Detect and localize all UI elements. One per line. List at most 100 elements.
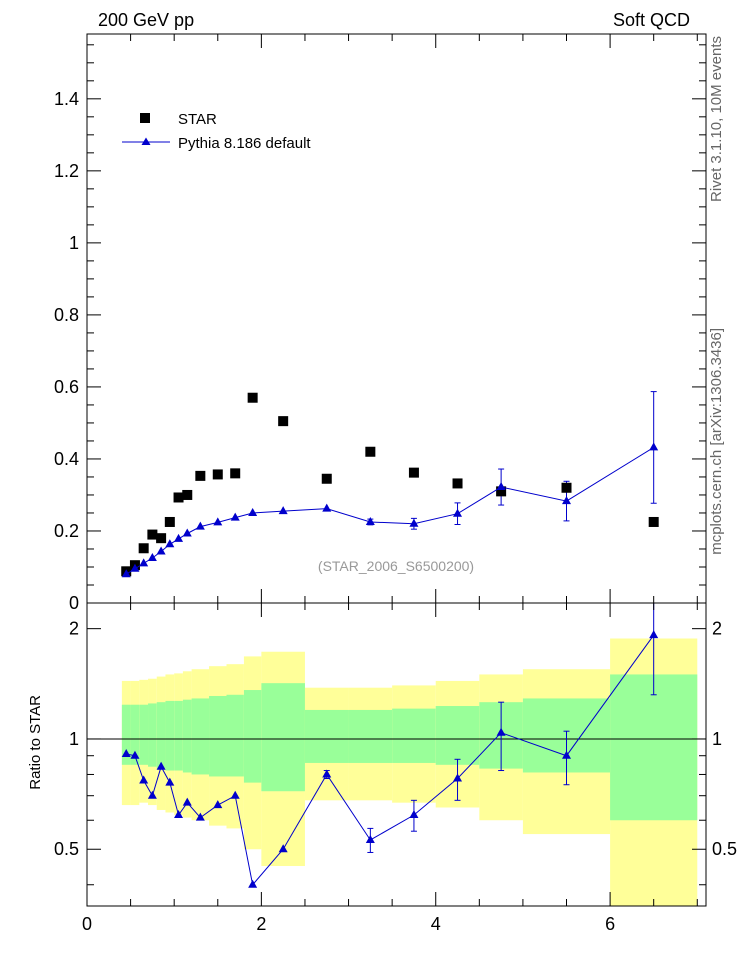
ratio-point <box>322 769 332 778</box>
pythia-point <box>195 521 205 530</box>
main-y-tick-label: 1 <box>69 233 79 253</box>
inner-uncertainty-band <box>156 702 166 769</box>
rivet-version-label: Rivet 3.1.10, 10M events <box>708 36 725 202</box>
pythia-point <box>322 503 332 512</box>
inner-uncertainty-band <box>130 704 140 765</box>
star-point <box>496 486 507 497</box>
pythia-point <box>165 539 175 548</box>
inner-uncertainty-band <box>261 683 305 792</box>
star-point <box>164 516 175 527</box>
pythia-point <box>278 506 288 515</box>
star-point <box>138 543 149 554</box>
x-tick-label: 2 <box>256 914 266 934</box>
pythia-point <box>365 516 375 525</box>
ratio-y-tick-label: 2 <box>69 619 79 639</box>
main-data-marks <box>121 391 659 578</box>
x-tick-label: 0 <box>82 914 92 934</box>
ratio-point <box>147 790 157 799</box>
ratio-point <box>195 812 205 821</box>
ratio-y-tick-label-right: 0.5 <box>712 839 737 859</box>
star-point <box>452 478 463 489</box>
legend-star-marker <box>140 113 150 123</box>
star-point <box>230 468 241 479</box>
ratio-line <box>126 634 655 886</box>
ratio-point <box>496 727 506 736</box>
pythia-point <box>147 552 157 561</box>
ratio-point <box>649 630 659 639</box>
pythia-point <box>409 518 419 527</box>
ratio-bands <box>87 638 706 906</box>
main-y-tick-label: 1.2 <box>54 161 79 181</box>
star-point <box>156 533 167 544</box>
star-point <box>182 489 193 500</box>
star-point <box>195 470 206 481</box>
legend-pythia-marker <box>141 137 151 145</box>
process-label: Soft QCD <box>613 10 690 30</box>
inner-uncertainty-band <box>209 695 227 777</box>
ratio-point <box>174 810 184 819</box>
pythia-point <box>182 528 192 537</box>
legend: STAR Pythia 8.186 default <box>122 111 311 152</box>
pythia-point <box>174 533 184 542</box>
star-point <box>173 492 184 503</box>
ratio-point <box>230 790 240 799</box>
pythia-point <box>130 563 140 572</box>
mcplots-label: mcplots.cern.ch [arXiv:1306.3436] <box>708 328 725 555</box>
star-point <box>278 416 289 427</box>
ratio-point <box>139 775 149 784</box>
ratio-frame <box>86 602 707 907</box>
ratio-point <box>121 748 131 757</box>
star-point <box>648 516 659 527</box>
ratio-point <box>278 844 288 853</box>
inner-uncertainty-band <box>435 706 480 765</box>
main-y-tick-label: 0.4 <box>54 449 79 469</box>
star-point <box>321 473 332 484</box>
main-y-tick-label: 0.2 <box>54 521 79 541</box>
inner-uncertainty-band <box>243 690 262 783</box>
inner-uncertainty-band <box>121 704 131 765</box>
pythia-line <box>125 446 654 575</box>
legend-pythia-label: Pythia 8.186 default <box>178 135 311 152</box>
inner-uncertainty-band <box>182 699 192 773</box>
pythia-point <box>213 517 223 526</box>
inner-uncertainty-band <box>165 700 175 771</box>
analysis-watermark: (STAR_2006_S6500200) <box>318 558 474 574</box>
inner-uncertainty-band <box>348 709 393 763</box>
pythia-point <box>121 569 131 578</box>
ratio-y-tick-label: 0.5 <box>54 839 79 859</box>
inner-uncertainty-band <box>392 708 436 763</box>
ratio-data-marks <box>121 603 659 888</box>
pythia-point <box>649 442 659 451</box>
main-y-tick-label: 1.4 <box>54 89 79 109</box>
pythia-point <box>156 546 166 555</box>
star-point <box>247 392 258 403</box>
pythia-point <box>496 482 506 491</box>
pythia-point <box>248 507 258 516</box>
inner-uncertainty-band <box>304 709 349 763</box>
star-point <box>365 446 376 457</box>
pythia-point <box>139 558 149 567</box>
x-tick-label: 4 <box>431 914 441 934</box>
pythia-point <box>453 508 463 517</box>
ratio-point <box>248 879 258 888</box>
ratio-y-tick-label: 1 <box>69 729 79 749</box>
ratio-point <box>453 773 463 782</box>
energy-label: 200 GeV pp <box>98 10 194 30</box>
star-point <box>147 529 158 540</box>
pythia-point <box>562 496 572 505</box>
inner-uncertainty-band <box>226 694 244 777</box>
ratio-point <box>130 750 140 759</box>
ratio-point <box>409 810 419 819</box>
pythia-point <box>230 512 240 521</box>
ratio-point <box>365 834 375 843</box>
inner-uncertainty-band <box>174 700 183 771</box>
ratio-point <box>182 797 192 806</box>
main-y-tick-label: 0.6 <box>54 377 79 397</box>
ratio-y-axis-label: Ratio to STAR <box>27 695 44 790</box>
ratio-axes: 0.5 0.5 1 1 2 2 0 2 4 6 <box>54 602 737 934</box>
x-tick-label: 6 <box>605 914 615 934</box>
ratio-point <box>213 800 223 809</box>
inner-uncertainty-band <box>610 674 698 821</box>
star-point <box>212 469 223 480</box>
